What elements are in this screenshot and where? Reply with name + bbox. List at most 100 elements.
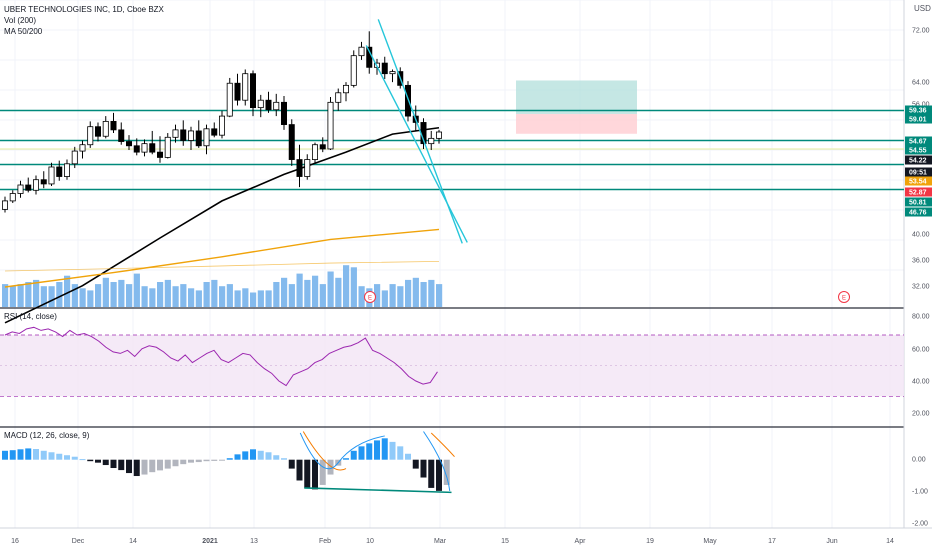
- price-tag: 54.67: [905, 136, 932, 146]
- macd-histogram-bar: [397, 446, 404, 460]
- rsi-axis-label: 80.00: [912, 314, 930, 321]
- price-tag-label: 09:51: [909, 170, 927, 177]
- candle-body: [133, 145, 140, 153]
- candle-body: [249, 73, 256, 109]
- macd-histogram-bar: [9, 450, 16, 460]
- moving-averages: [4, 126, 440, 324]
- candle-body: [257, 99, 264, 109]
- ma-legend: MA 50/200: [4, 27, 43, 36]
- volume-bar: [110, 282, 117, 307]
- price-tag-bg: [905, 207, 932, 217]
- macd-histogram-bar: [242, 451, 249, 460]
- macd-axis-label: -1.00: [912, 489, 928, 496]
- macd-histogram-bar: [48, 452, 55, 460]
- candle-body: [9, 193, 16, 202]
- volume-bar: [17, 284, 24, 307]
- price-tag: 53.54: [905, 176, 932, 186]
- macd-histogram-bar: [164, 459, 171, 469]
- macd-histogram-bar: [110, 459, 117, 469]
- volume-bar: [312, 275, 319, 307]
- candle-body: [327, 101, 334, 150]
- macd-histogram-bar: [389, 441, 396, 460]
- volume-bar: [126, 284, 133, 307]
- macd-histogram-bar: [420, 459, 427, 478]
- volume-bar: [164, 279, 171, 307]
- time-axis[interactable]: 16 Dec 14 2021 13 Feb 10 Mar 15 Apr 19 May 17 Jun 14: [11, 538, 894, 545]
- price-axis-label: 64.00: [912, 80, 930, 87]
- macd-signal-line: [302, 431, 347, 471]
- macd-axis-label: 0.00: [912, 457, 926, 464]
- volume-bar: [56, 282, 63, 307]
- volume-bar: [428, 279, 435, 307]
- macd-histogram-bar: [195, 459, 202, 463]
- macd-histogram-bar: [250, 449, 256, 460]
- macd-histogram-bar: [79, 459, 86, 461]
- macd-histogram-bar: [234, 454, 241, 460]
- price-tag-label: 52.87: [909, 190, 927, 197]
- macd-divergence-line: [304, 487, 452, 494]
- macd-histogram-bar: [405, 453, 411, 460]
- time-axis-label: Mar: [434, 538, 447, 545]
- macd-histogram-bar: [281, 458, 287, 460]
- volume-bar: [149, 288, 156, 307]
- volume-bar: [405, 279, 412, 307]
- price-axis-label: 36.00: [912, 258, 930, 265]
- macd-line: [423, 431, 451, 491]
- volume-bar: [180, 284, 187, 307]
- volume-bar: [211, 279, 218, 307]
- volume-bar: [381, 290, 388, 307]
- trade-zones: [516, 80, 637, 134]
- volume-bar: [87, 290, 94, 307]
- trendline[interactable]: [365, 19, 468, 244]
- macd-histogram-bar: [327, 459, 334, 475]
- time-axis-label: 19: [646, 538, 654, 545]
- macd-histogram-bar: [56, 453, 63, 460]
- volume-bar: [188, 288, 195, 307]
- volume-bar: [219, 286, 226, 307]
- volume-bar: [9, 286, 16, 307]
- candle-body: [211, 128, 218, 136]
- volume-bar: [33, 279, 40, 307]
- candle-body: [87, 126, 94, 146]
- volume-bar: [25, 282, 32, 307]
- price-axis-label: 40.00: [912, 232, 930, 239]
- macd-histogram-bar: [273, 455, 280, 460]
- candle-body: [304, 159, 311, 177]
- price-tag-label: 46.76: [909, 210, 927, 217]
- macd-histogram-bar: [2, 450, 8, 460]
- volume-bar: [288, 284, 295, 307]
- candle-body: [118, 129, 125, 142]
- macd-histogram-bar: [443, 459, 450, 485]
- macd-histogram-bar: [296, 459, 303, 481]
- earnings-marker-label: E: [842, 296, 846, 302]
- candle-body: [242, 73, 249, 101]
- price-tag-bg: [905, 114, 932, 124]
- macd-histogram-bar: [25, 448, 32, 460]
- price-tag: 46.76: [905, 207, 932, 217]
- volume-bar: [71, 284, 78, 307]
- volume-bar: [304, 279, 311, 307]
- volume-bar: [203, 282, 210, 307]
- price-tag-bg: [905, 176, 932, 186]
- stop-zone: [516, 113, 637, 134]
- price-tag-bg: [905, 187, 932, 197]
- horizontal-levels: [0, 109, 904, 191]
- macd-histogram-bar: [133, 459, 140, 477]
- earnings-marker: [838, 291, 850, 303]
- price-tag: 50.81: [905, 197, 932, 207]
- candlestick-series: [2, 31, 442, 213]
- time-axis-label: Feb: [319, 538, 331, 545]
- rsi-label: RSI (14, close): [4, 312, 57, 321]
- price-axis[interactable]: 72.00 64.00 56.00 40.00 36.00 32.00 59.36 59.01…: [905, 28, 932, 528]
- macd-signal-line: [430, 432, 455, 458]
- candle-body: [164, 136, 171, 158]
- macd-histogram-bar: [157, 459, 163, 471]
- volume-bar: [350, 267, 357, 307]
- price-tag-label: 54.22: [909, 158, 927, 165]
- macd-axis-label: -2.00: [912, 521, 928, 528]
- macd-line: [299, 432, 385, 470]
- volume-bar: [389, 284, 396, 307]
- time-axis-label: Jun: [826, 538, 837, 545]
